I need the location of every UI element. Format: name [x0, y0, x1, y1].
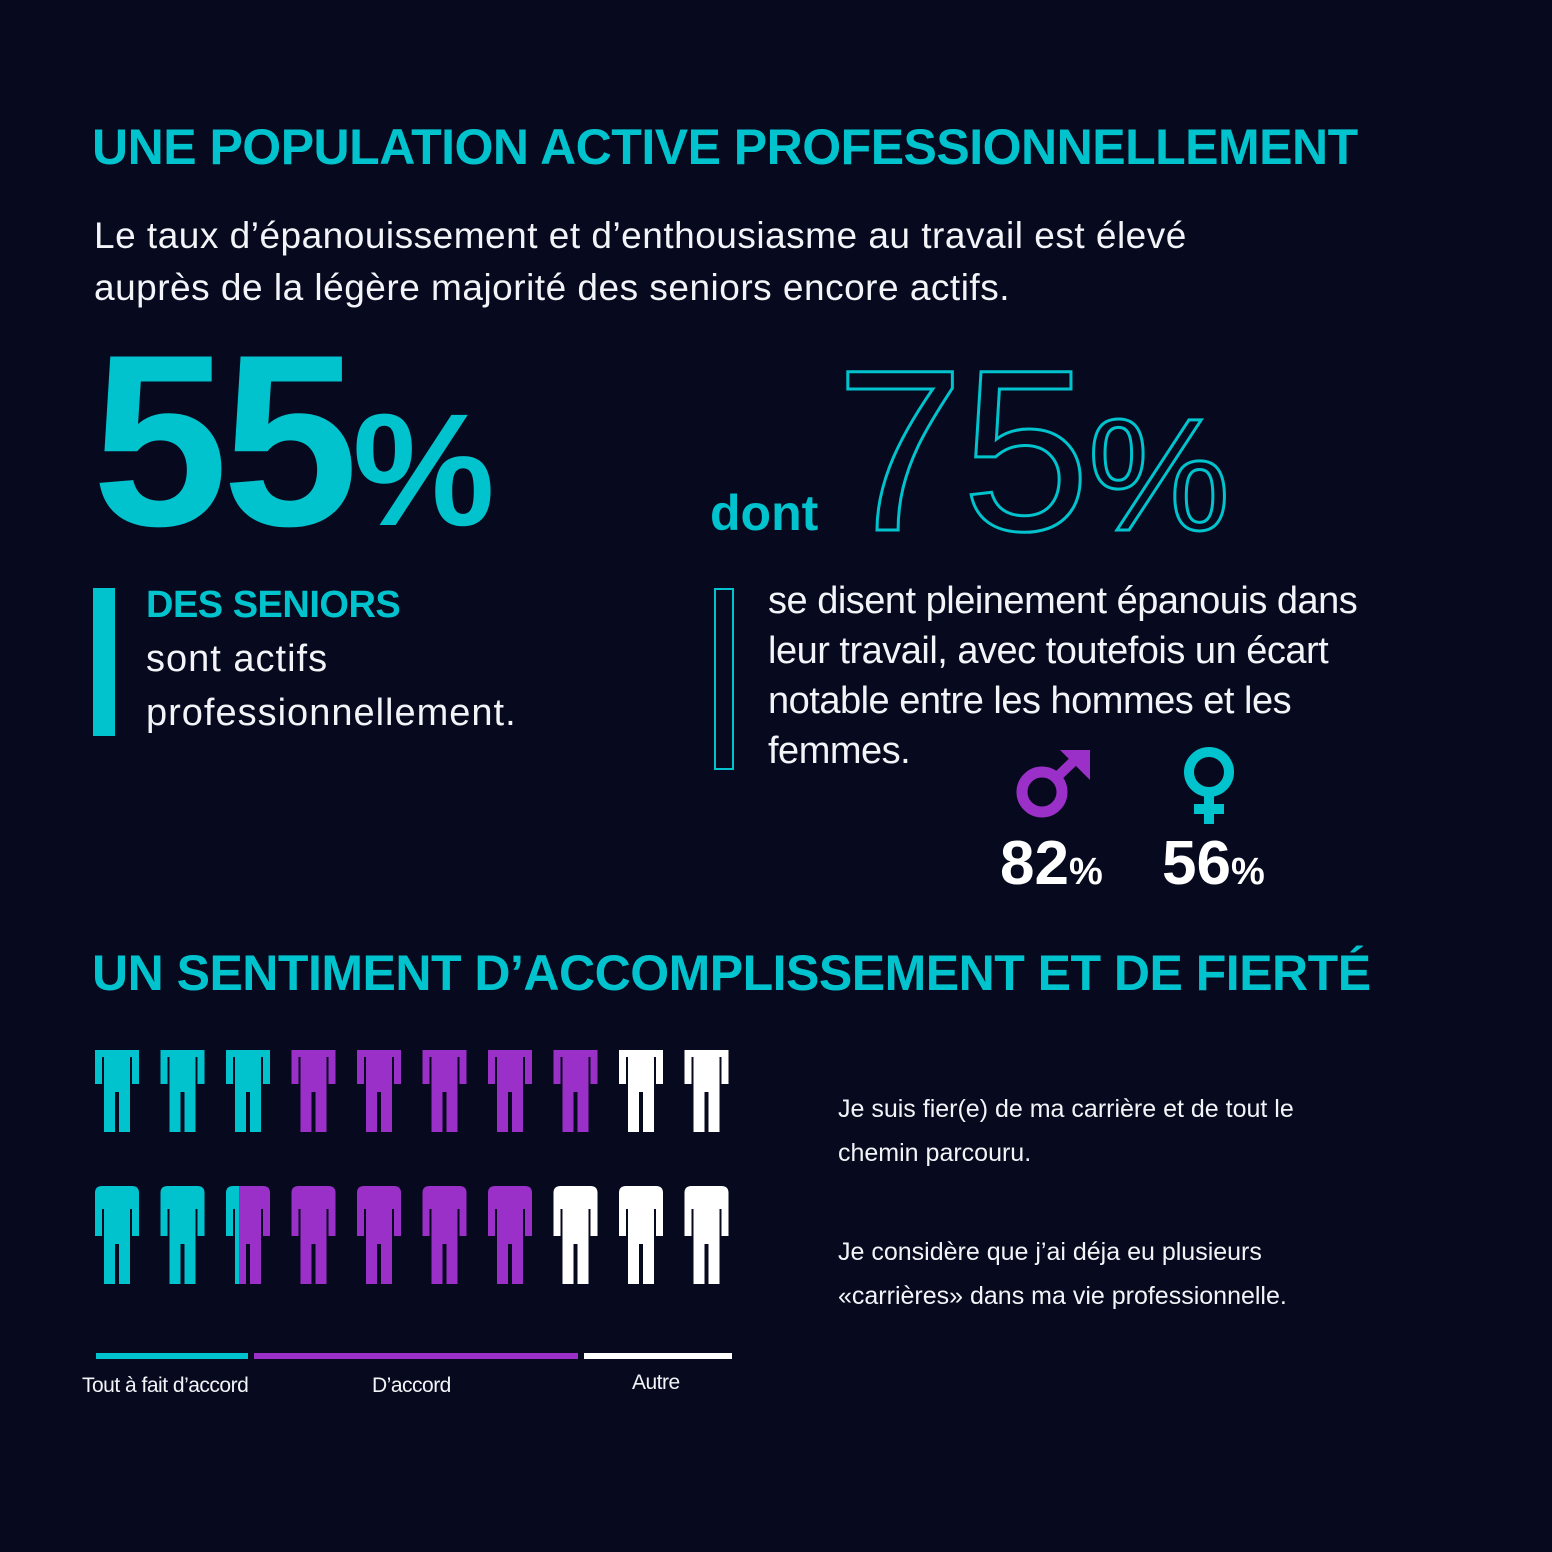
accent-bar-solid	[93, 588, 115, 736]
stat-fulfilled-unit: %	[1086, 385, 1231, 564]
statement-line: chemin parcouru.	[838, 1139, 1032, 1167]
person-icon	[357, 1186, 401, 1284]
person-icon	[160, 1186, 205, 1284]
person-icon	[553, 1050, 598, 1132]
person-icon	[684, 1186, 729, 1284]
person-icon	[488, 1186, 532, 1284]
stat-active-unit: %	[352, 380, 495, 559]
stat-fulfilled-line: se disent pleinement épanouis dans	[768, 580, 1358, 622]
stat-active-label: DES SENIORS	[146, 584, 401, 626]
accent-bar-outline	[714, 588, 734, 770]
stat-fulfilled-line: notable entre les hommes et les	[768, 680, 1292, 722]
statement-2: Je considère que j’ai déja eu plusieurs …	[838, 1230, 1478, 1318]
stat-fulfilled-line: leur travail, avec toutefois un écart	[768, 630, 1329, 672]
male-stat: 82%	[1000, 828, 1103, 899]
person-icon	[95, 1186, 139, 1284]
pictogram-chart	[95, 1050, 729, 1284]
person-icon	[226, 1050, 270, 1132]
person-icon	[553, 1186, 598, 1284]
person-icon	[291, 1186, 336, 1284]
stat-fulfilled-line: femmes.	[768, 730, 911, 772]
person-icon	[291, 1050, 336, 1132]
intro-text: Le taux d’épanouissement et d’enthousias…	[94, 210, 1414, 314]
statement-line: Je considère que j’ai déja eu plusieurs	[838, 1238, 1262, 1266]
person-icon	[160, 1050, 205, 1132]
male-unit: %	[1068, 851, 1103, 893]
intro-line: auprès de la légère majorité des seniors…	[94, 267, 1010, 308]
legend-bar-tout-a-fait	[96, 1353, 248, 1359]
female-stat: 56%	[1162, 828, 1265, 899]
person-icon	[422, 1050, 467, 1132]
person-icon	[488, 1050, 532, 1132]
stat-active-value: 55%	[92, 318, 495, 563]
stat-fulfilled-text: se disent pleinement épanouis dans leur …	[768, 576, 1448, 776]
intro-line: Le taux d’épanouissement et d’enthousias…	[94, 215, 1187, 256]
stat-active-text: sont actifs professionnellement.	[146, 632, 517, 740]
statement-line: Je suis fier(e) de ma carrière et de tou…	[838, 1095, 1294, 1123]
statement-1: Je suis fier(e) de ma carrière et de tou…	[838, 1087, 1478, 1175]
stat-active-number: 55	[92, 303, 359, 577]
stat-fulfilled-prefix: dont	[710, 485, 819, 541]
person-icon	[684, 1050, 729, 1132]
section-title-population: UNE POPULATION ACTIVE PROFESSIONNELLEMEN…	[92, 119, 1358, 175]
female-unit: %	[1230, 851, 1265, 893]
person-icon	[357, 1050, 401, 1132]
male-symbol-icon	[1016, 750, 1090, 818]
section-title-accomplissement: UN SENTIMENT D’ACCOMPLISSEMENT ET DE FIE…	[92, 945, 1371, 1001]
legend-label-autre: Autre	[632, 1371, 680, 1394]
person-icon	[619, 1186, 663, 1284]
legend-bar-autre	[584, 1353, 732, 1359]
person-icon	[619, 1050, 663, 1132]
female-value: 56	[1162, 829, 1231, 898]
statement-line: «carrières» dans ma vie professionnelle.	[838, 1282, 1287, 1310]
female-symbol-icon	[1184, 747, 1234, 824]
male-value: 82	[1000, 829, 1069, 898]
stat-active-line: sont actifs	[146, 638, 329, 680]
stat-fulfilled-number: 75	[835, 322, 1092, 579]
stat-active-line: professionnellement.	[146, 692, 517, 734]
legend-bar-accord	[254, 1353, 578, 1359]
legend-label-accord: D’accord	[372, 1374, 451, 1397]
person-icon	[422, 1186, 467, 1284]
person-icon	[226, 1186, 270, 1284]
legend-label-tout-a-fait: Tout à fait d’accord	[82, 1374, 249, 1397]
stat-fulfilled-value: 75%	[835, 334, 1232, 567]
person-icon	[95, 1050, 139, 1132]
